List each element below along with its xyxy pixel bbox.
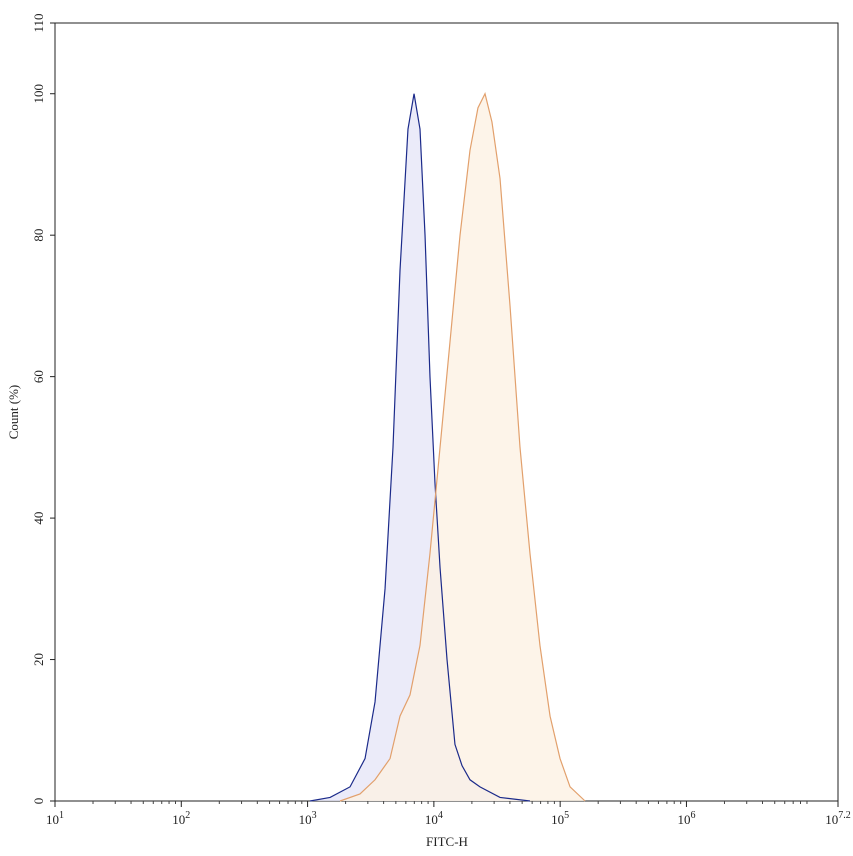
y-tick-label: 110	[31, 13, 46, 32]
x-tick-label: 103	[299, 810, 317, 827]
x-tick-exponent: 3	[312, 810, 317, 821]
x-tick-label: 106	[677, 810, 695, 827]
y-tick-label: 100	[31, 84, 46, 104]
x-tick-exponent: 1	[59, 810, 64, 821]
x-tick-exponent: 4	[438, 810, 443, 821]
area-fill	[309, 93, 530, 802]
x-tick-label: 107.2	[825, 810, 851, 827]
x-axis-label: FITC-H	[426, 834, 468, 849]
y-tick-label: 80	[31, 229, 46, 242]
x-tick-exponent: 7.2	[838, 810, 851, 821]
x-tick-base: 10	[825, 812, 838, 827]
y-tick-label: 60	[31, 370, 46, 383]
x-tick-exponent: 6	[690, 810, 695, 821]
x-tick-label: 104	[425, 810, 443, 827]
y-tick-label: 20	[31, 653, 46, 666]
y-tick-label: 40	[31, 512, 46, 525]
area-line	[339, 91, 586, 802]
x-tick-exponent: 2	[185, 810, 190, 821]
x-tick-label: 105	[551, 810, 569, 827]
x-tick-exponent: 5	[564, 810, 569, 821]
x-tick-base: 10	[46, 812, 59, 827]
area-fill	[340, 93, 586, 802]
y-tick-label: 0	[31, 798, 46, 805]
x-tick-base: 10	[551, 812, 564, 827]
x-tick-label: 102	[172, 810, 190, 827]
x-tick-base: 10	[172, 812, 185, 827]
x-tick-base: 10	[425, 812, 438, 827]
area-line	[309, 93, 531, 802]
x-tick-label: 101	[46, 810, 64, 827]
y-axis-label: Count (%)	[6, 385, 21, 440]
x-tick-base: 10	[677, 812, 690, 827]
x-tick-base: 10	[299, 812, 312, 827]
